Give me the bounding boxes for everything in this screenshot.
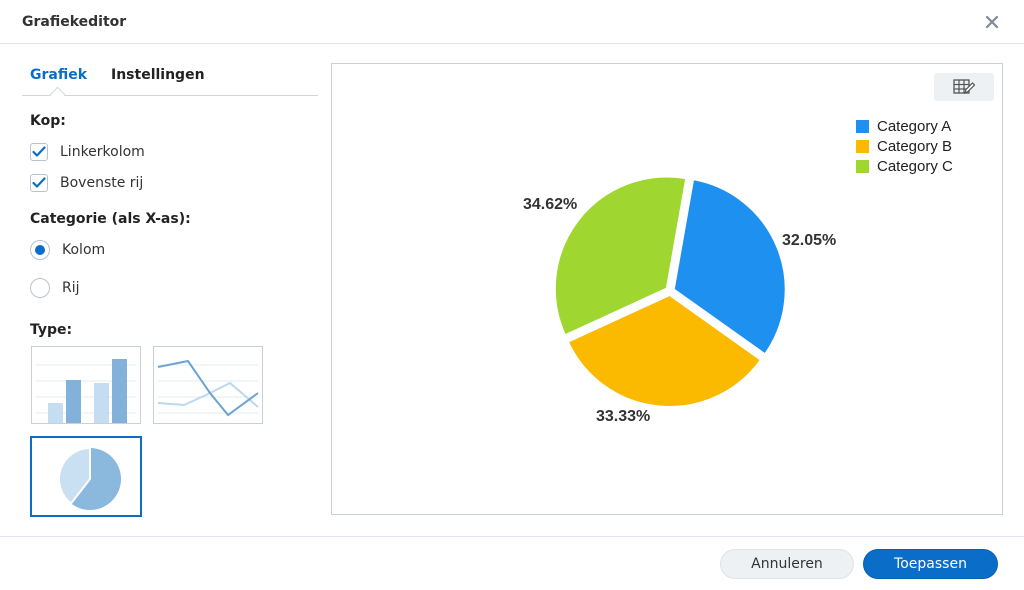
checkbox-bovenste-rij[interactable]: Bovenste rij — [30, 172, 143, 194]
bar-chart-icon — [36, 359, 136, 423]
pie-slice-category-a — [672, 178, 787, 356]
close-icon[interactable] — [985, 15, 999, 29]
checkbox-linkerkolom[interactable]: Linkerkolom — [30, 141, 145, 163]
tab-instellingen[interactable]: Instellingen — [111, 67, 205, 83]
radio-rij[interactable]: Rij — [30, 277, 80, 299]
legend-label: Category A — [877, 117, 952, 135]
cancel-button[interactable]: Annuleren — [720, 549, 854, 579]
chart-type-line[interactable] — [153, 346, 263, 424]
chart-preview: Category A Category B Category C 32.05% … — [331, 63, 1003, 515]
legend-item: Category B — [856, 136, 953, 156]
radio-button[interactable] — [30, 278, 50, 298]
chart-legend: Category A Category B Category C — [856, 116, 953, 176]
edit-table-button[interactable] — [934, 73, 994, 101]
checkbox-box[interactable] — [30, 143, 48, 161]
radio-label: Rij — [62, 280, 80, 296]
checkbox-box[interactable] — [30, 174, 48, 192]
active-tab-indicator — [49, 86, 66, 103]
radio-label: Kolom — [62, 242, 106, 258]
legend-label: Category B — [877, 137, 953, 155]
tab-grafiek[interactable]: Grafiek — [30, 67, 88, 83]
pie-data-label-b: 33.33% — [596, 408, 651, 425]
checkbox-label: Bovenste rij — [60, 175, 144, 191]
pie-data-label-c: 34.62% — [523, 196, 578, 213]
pie-chart — [553, 175, 787, 408]
pie-slice-category-c — [553, 175, 688, 337]
radio-button[interactable] — [30, 240, 50, 260]
legend-item: Category C — [856, 156, 953, 176]
legend-item: Category A — [856, 116, 953, 136]
pie-slice-category-b — [566, 293, 763, 408]
chart-type-bar[interactable] — [31, 346, 141, 424]
legend-swatch — [856, 119, 869, 133]
apply-button[interactable]: Toepassen — [863, 549, 998, 579]
category-section-label: Categorie (als X-as): — [30, 211, 191, 227]
type-section-label: Type: — [30, 322, 73, 338]
legend-swatch — [856, 139, 869, 153]
header-section-label: Kop: — [30, 113, 66, 129]
checkbox-label: Linkerkolom — [60, 144, 145, 160]
legend-swatch — [856, 159, 869, 173]
line-chart-icon — [157, 359, 259, 417]
close-button[interactable] — [980, 10, 1004, 34]
checkmark-icon — [32, 146, 46, 157]
radio-selected-dot — [35, 245, 45, 255]
legend-label: Category C — [877, 157, 953, 175]
radio-kolom[interactable]: Kolom — [30, 239, 105, 261]
pie-data-label-a: 32.05% — [782, 232, 837, 249]
table-edit-icon — [953, 79, 975, 95]
title-bar: Grafiekeditor — [0, 0, 1024, 44]
dialog-footer: Annuleren Toepassen — [0, 536, 1024, 590]
checkmark-icon — [32, 177, 46, 188]
tab-bar: Grafiek Instellingen — [22, 60, 318, 103]
chart-type-pie[interactable] — [30, 436, 142, 517]
window-title: Grafiekeditor — [22, 14, 127, 30]
pie-chart-icon — [58, 446, 121, 510]
